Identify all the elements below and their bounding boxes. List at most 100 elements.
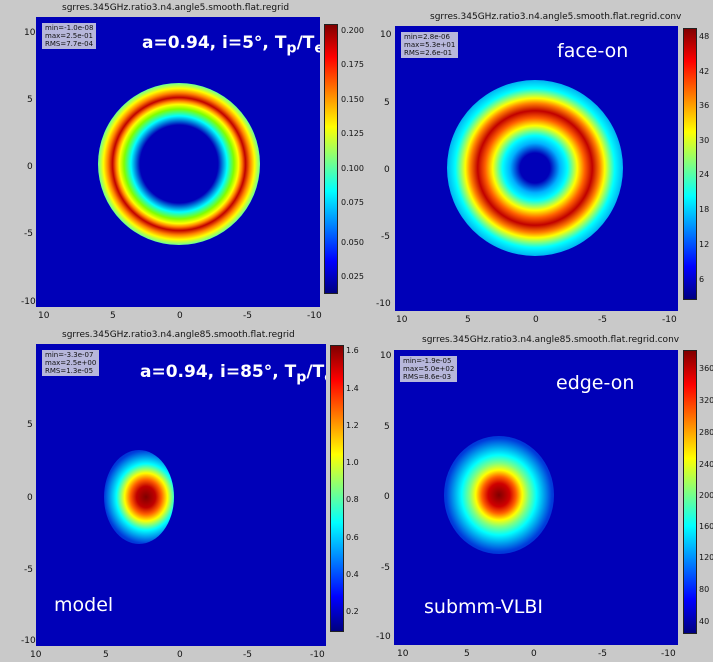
y-tick: 0 bbox=[27, 493, 33, 503]
stat-min: min=-3.3e-07 bbox=[45, 351, 94, 359]
stat-rms: RMS=7.7e-04 bbox=[45, 40, 94, 48]
x-tick: -5 bbox=[243, 650, 252, 660]
panel-4-image: min=-1.9e-05 max=5.0e+02 RMS=8.6e-03 edg… bbox=[394, 350, 678, 645]
colorbar-tick: 36 bbox=[699, 101, 710, 110]
x-tick: -5 bbox=[243, 311, 252, 321]
y-tick: -10 bbox=[21, 297, 36, 307]
colorbar-tick: 280 bbox=[699, 428, 713, 437]
colorbar-tick: 0.175 bbox=[341, 60, 364, 69]
colorbar-tick: 0.150 bbox=[341, 95, 364, 104]
colorbar bbox=[683, 350, 697, 634]
colorbar bbox=[330, 345, 344, 632]
y-tick: -10 bbox=[21, 636, 36, 646]
y-tick: -5 bbox=[24, 565, 33, 575]
x-tick: -10 bbox=[661, 649, 676, 659]
x-tick: 10 bbox=[397, 649, 409, 659]
colorbar-tick: 0.2 bbox=[346, 607, 359, 616]
colorbar-tick: 160 bbox=[699, 522, 713, 531]
colorbar-tick: 80 bbox=[699, 585, 710, 594]
stat-min: min=-1.9e-05 bbox=[403, 357, 452, 365]
stats-box: min=-3.3e-07 max=2.5e+00 RMS=1.3e-05 bbox=[42, 350, 100, 376]
colorbar-tick: 1.6 bbox=[346, 346, 359, 355]
edge-on-emission bbox=[104, 450, 174, 544]
colorbar-tick: 360 bbox=[699, 364, 713, 373]
stat-rms: RMS=2.6e-01 bbox=[404, 49, 453, 57]
colorbar-tick: 24 bbox=[699, 170, 710, 179]
colorbar-tick: 0.4 bbox=[346, 570, 359, 579]
y-tick: 5 bbox=[384, 98, 390, 108]
stat-rms: RMS=8.6e-03 bbox=[403, 373, 452, 381]
y-tick: 0 bbox=[384, 492, 390, 502]
stat-max: max=5.3e+01 bbox=[404, 41, 456, 49]
y-tick: -10 bbox=[376, 299, 391, 309]
y-tick: 5 bbox=[27, 95, 33, 105]
view-label: edge-on bbox=[556, 372, 635, 394]
colorbar bbox=[324, 24, 338, 294]
x-tick: 0 bbox=[177, 650, 183, 660]
x-tick: 5 bbox=[103, 650, 109, 660]
colorbar-tick: 1.0 bbox=[346, 458, 359, 467]
panel-2-image: min=2.8e-06 max=5.3e+01 RMS=2.6e-01 face… bbox=[395, 26, 678, 311]
x-tick: 5 bbox=[464, 649, 470, 659]
colorbar-tick: 240 bbox=[699, 460, 713, 469]
panel-3-image: min=-3.3e-07 max=2.5e+00 RMS=1.3e-05 a=0… bbox=[36, 344, 326, 646]
model-label: model bbox=[54, 594, 114, 616]
y-tick: 0 bbox=[27, 162, 33, 172]
x-tick: 10 bbox=[38, 311, 50, 321]
x-tick: 10 bbox=[396, 315, 408, 325]
colorbar-tick: 30 bbox=[699, 136, 710, 145]
stat-max: max=2.5e-01 bbox=[45, 32, 93, 40]
y-tick: 10 bbox=[380, 30, 392, 40]
x-tick: -5 bbox=[598, 649, 607, 659]
colorbar-tick: 1.2 bbox=[346, 421, 359, 430]
edge-on-emission bbox=[444, 436, 554, 554]
stat-max: max=2.5e+00 bbox=[45, 359, 97, 367]
colorbar-tick: 320 bbox=[699, 396, 713, 405]
y-tick: 0 bbox=[384, 165, 390, 175]
colorbar-tick: 1.4 bbox=[346, 384, 359, 393]
x-tick: 10 bbox=[30, 650, 42, 660]
colorbar-tick: 0.025 bbox=[341, 272, 364, 281]
colorbar-tick: 0.050 bbox=[341, 238, 364, 247]
y-tick: 5 bbox=[384, 422, 390, 432]
colorbar-tick: 0.200 bbox=[341, 26, 364, 35]
colorbar-tick: 18 bbox=[699, 205, 710, 214]
stat-min: min=-1.0e-08 bbox=[45, 24, 94, 32]
x-tick: 0 bbox=[531, 649, 537, 659]
x-tick: 0 bbox=[177, 311, 183, 321]
stat-min: min=2.8e-06 bbox=[404, 33, 450, 41]
colorbar-tick: 6 bbox=[699, 275, 705, 284]
y-tick: 10 bbox=[380, 351, 392, 361]
colorbar-tick: 120 bbox=[699, 553, 713, 562]
x-tick: -10 bbox=[662, 315, 677, 325]
colorbar-tick: 0.6 bbox=[346, 533, 359, 542]
panel-1-title: sgrres.345GHz.ratio3.n4.angle5.smooth.fl… bbox=[62, 3, 290, 13]
colorbar-tick: 0.075 bbox=[341, 198, 364, 207]
model-params-label: a=0.94, i=85°, Tp/Te=3 bbox=[140, 362, 326, 386]
y-tick: -5 bbox=[24, 229, 33, 239]
x-tick: -5 bbox=[598, 315, 607, 325]
crescent-glow bbox=[447, 80, 623, 256]
stats-box: min=-1.0e-08 max=2.5e-01 RMS=7.7e-04 bbox=[42, 23, 97, 49]
model-params-label: a=0.94, i=5°, Tp/Te=3 bbox=[142, 33, 320, 57]
stat-rms: RMS=1.3e-05 bbox=[45, 367, 94, 375]
x-tick: -10 bbox=[307, 311, 322, 321]
x-tick: -10 bbox=[310, 650, 325, 660]
y-tick: 5 bbox=[27, 420, 33, 430]
colorbar-tick: 42 bbox=[699, 67, 710, 76]
x-tick: 5 bbox=[110, 311, 116, 321]
x-tick: 0 bbox=[533, 315, 539, 325]
y-tick: -10 bbox=[376, 632, 391, 642]
panel-3-title: sgrres.345GHz.ratio3.n4.angle85.smooth.f… bbox=[62, 330, 295, 340]
colorbar-tick: 200 bbox=[699, 491, 713, 500]
colorbar-tick: 40 bbox=[699, 617, 710, 626]
stats-box: min=-1.9e-05 max=5.0e+02 RMS=8.6e-03 bbox=[400, 356, 458, 382]
panel-1-image: min=-1.0e-08 max=2.5e-01 RMS=7.7e-04 a=0… bbox=[36, 17, 320, 307]
stats-box: min=2.8e-06 max=5.3e+01 RMS=2.6e-01 bbox=[401, 32, 459, 58]
y-tick: -5 bbox=[381, 232, 390, 242]
panel-2-title: sgrres.345GHz.ratio3.n4.angle5.smooth.fl… bbox=[430, 12, 682, 22]
x-tick: 5 bbox=[465, 315, 471, 325]
submm-vlbi-label: submm-VLBI bbox=[424, 596, 543, 618]
ring-glow bbox=[98, 83, 260, 245]
y-tick: -5 bbox=[381, 563, 390, 573]
